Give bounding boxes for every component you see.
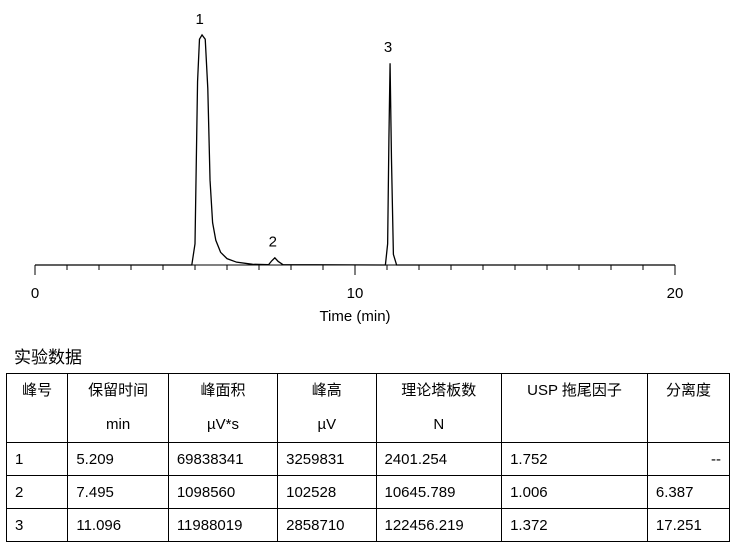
header-text: 峰面积 bbox=[200, 382, 246, 399]
header-text: 保留时间 bbox=[88, 382, 149, 399]
header-cell: 峰号 bbox=[5, 373, 69, 443]
table-cell: 10645.789 bbox=[375, 475, 503, 509]
table-title: 实验数据 bbox=[14, 348, 82, 367]
table-cell: 2401.254 bbox=[375, 442, 503, 476]
data-table: 峰号 保留时间 min 峰面积 µV*s 峰高 µV 理论塔板数 N USP 拖尾因子 分离度 1 5.… bbox=[5, 373, 731, 542]
x-tick-label: 20 bbox=[667, 285, 684, 302]
peak-label: 2 bbox=[269, 234, 277, 251]
peak-label: 1 bbox=[196, 11, 204, 28]
table-cell: 1.752 bbox=[501, 442, 648, 476]
table-cell: 7.495 bbox=[67, 475, 169, 509]
header-cell: 保留时间 min bbox=[67, 373, 169, 443]
table-cell: -- bbox=[646, 442, 731, 476]
peak-label: 3 bbox=[384, 39, 392, 56]
header-text: 峰高 bbox=[311, 382, 342, 399]
header-text: 峰号 bbox=[22, 382, 53, 399]
header-text: 分离度 bbox=[665, 382, 711, 399]
table-row: 2 7.495 1098560 102528 10645.789 1.006 6.387 bbox=[5, 475, 731, 509]
trace bbox=[35, 33, 675, 266]
table-cell: 1098560 bbox=[167, 475, 279, 509]
header-text: µV*s bbox=[206, 416, 239, 433]
x-tick-label: 10 bbox=[347, 285, 364, 302]
table-cell: 1.372 bbox=[501, 508, 648, 542]
x-tick-label: 0 bbox=[31, 285, 39, 302]
header-cell: 分离度 bbox=[646, 373, 731, 443]
table-cell: 102528 bbox=[277, 475, 377, 509]
header-cell: 理论塔板数 N bbox=[375, 373, 503, 443]
table-cell: 11.096 bbox=[67, 508, 169, 542]
table-cell: 5.209 bbox=[67, 442, 169, 476]
header-text: µV bbox=[317, 416, 337, 433]
header-text: N bbox=[433, 416, 445, 433]
header-cell: 峰高 µV bbox=[277, 373, 377, 443]
chromatogram: 0 10 20 Time (min) 1 2 3 bbox=[31, 11, 684, 325]
table-cell: 3259831 bbox=[277, 442, 377, 476]
table-row: 1 5.209 69838341 3259831 2401.254 1.752 -- bbox=[5, 442, 731, 476]
table-cell: 6.387 bbox=[646, 475, 731, 509]
table-cell: 2858710 bbox=[277, 508, 377, 542]
header-text: min bbox=[106, 416, 131, 433]
header-text: 理论塔板数 bbox=[401, 382, 477, 399]
table-cell: 1.006 bbox=[501, 475, 648, 509]
table-cell: 69838341 bbox=[167, 442, 279, 476]
table-cell: 1 bbox=[5, 442, 69, 476]
header-text: USP 拖尾因子 bbox=[527, 382, 622, 399]
x-axis-label: Time (min) bbox=[319, 308, 390, 325]
table-cell: 11988019 bbox=[167, 508, 279, 542]
header-cell: USP 拖尾因子 bbox=[501, 373, 648, 443]
table-cell: 2 bbox=[5, 475, 69, 509]
table-row: 3 11.096 11988019 2858710 122456.219 1.372 17.… bbox=[5, 508, 731, 542]
table-cell: 122456.219 bbox=[375, 508, 503, 542]
table-cell: 3 bbox=[5, 508, 69, 542]
header-cell: 峰面积 µV*s bbox=[167, 373, 279, 443]
table-cell: 17.251 bbox=[646, 508, 731, 542]
